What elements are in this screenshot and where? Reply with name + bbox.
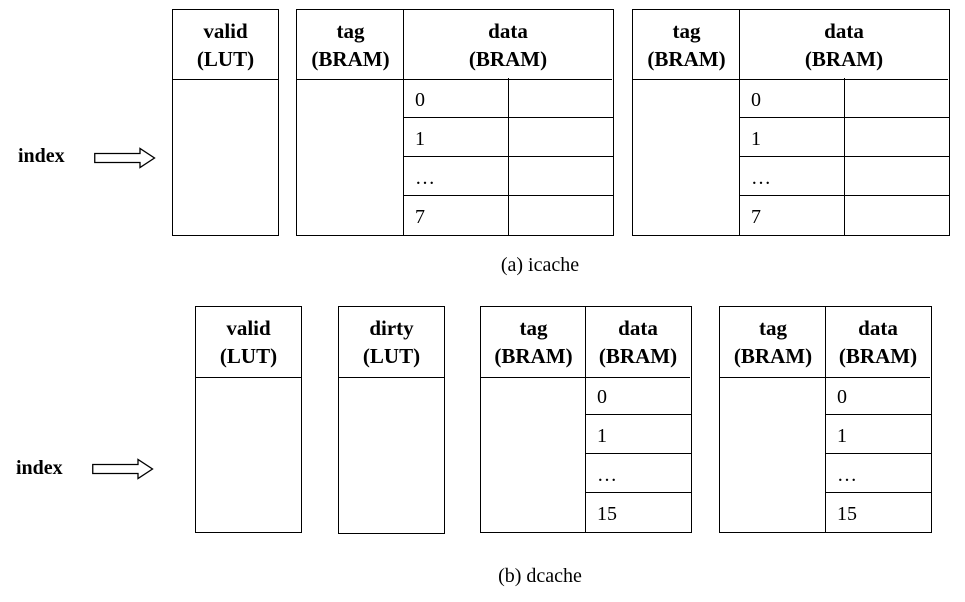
- icache-way-0-row-1: 1: [415, 128, 425, 150]
- icache-way-0-row-ellipsis: …: [415, 167, 435, 189]
- dcache-dirty-type: (LUT): [362, 344, 421, 368]
- icache-way-0-data-header: data (BRAM): [404, 10, 612, 80]
- icache-way-0-row-0: 0: [415, 89, 425, 111]
- icache-way-0-row-last: 7: [415, 206, 425, 228]
- dcache-way-1: tag (BRAM) data (BRAM) 0 1 … 15: [719, 306, 932, 533]
- dcache-index-label: index: [16, 457, 63, 479]
- dcache-way-1-tag-header: tag (BRAM): [720, 307, 826, 378]
- icache-way-1-tag-header: tag (BRAM): [633, 10, 740, 80]
- icache-index-label: index: [18, 145, 65, 167]
- dcache-valid-array: valid (LUT): [195, 306, 302, 533]
- dcache-way-1-row-1: 1: [837, 425, 847, 447]
- icache-way-0-tag-header: tag (BRAM): [297, 10, 404, 80]
- dcache-way-0-row-ellipsis: …: [597, 464, 617, 486]
- icache-way-1-tag-title: tag: [672, 18, 701, 43]
- dcache-way-0-tag-header: tag (BRAM): [481, 307, 586, 378]
- dcache-way-0-data-type: (BRAM): [598, 344, 678, 368]
- dcache-dirty-array: dirty (LUT): [338, 306, 445, 534]
- icache-valid-array: valid (LUT): [172, 9, 279, 236]
- icache-way-1-tag-type: (BRAM): [647, 46, 726, 71]
- dcache-way-1-data-type: (BRAM): [838, 344, 918, 368]
- icache-way-1-row-1: 1: [751, 128, 761, 150]
- dcache-way-0: tag (BRAM) data (BRAM) 0 1 … 15: [480, 306, 692, 533]
- dcache-way-0-row-last: 15: [597, 503, 617, 525]
- dcache-way-1-data-title: data: [858, 316, 898, 340]
- icache-way-1-row-ellipsis: …: [751, 167, 771, 189]
- icache-way-1-data-header: data (BRAM): [740, 10, 948, 80]
- dcache-way-0-tag-title: tag: [519, 316, 548, 340]
- dcache-way-0-tag-type: (BRAM): [494, 344, 573, 368]
- dcache-way-1-row-ellipsis: …: [837, 464, 857, 486]
- dcache-valid-title: valid: [226, 316, 271, 340]
- dcache-way-1-tag-type: (BRAM): [733, 344, 813, 368]
- dcache-way-0-row-1: 1: [597, 425, 607, 447]
- dcache-dirty-title: dirty: [369, 316, 414, 340]
- dcache-dirty-header: dirty (LUT): [339, 307, 444, 378]
- dcache-valid-type: (LUT): [219, 344, 278, 368]
- icache-valid-header: valid (LUT): [173, 10, 278, 80]
- dcache-index-arrow-icon: [92, 458, 154, 480]
- dcache-way-1-row-last: 15: [837, 503, 857, 525]
- dcache-way-1-row-0: 0: [837, 386, 847, 408]
- dcache-valid-header: valid (LUT): [196, 307, 301, 378]
- icache-valid-title: valid: [203, 18, 248, 43]
- icache-way-1-data-type: (BRAM): [804, 46, 884, 71]
- dcache-caption: (b) dcache: [498, 565, 582, 587]
- icache-caption: (a) icache: [500, 254, 580, 276]
- icache-index-arrow-icon: [94, 147, 156, 169]
- icache-way-1-row-0: 0: [751, 89, 761, 111]
- icache-valid-type: (LUT): [196, 46, 255, 71]
- icache-way-0-tag-title: tag: [336, 18, 365, 43]
- icache-way-1-row-last: 7: [751, 206, 761, 228]
- icache-way-0-data-title: data: [488, 18, 528, 43]
- icache-way-1: tag (BRAM) data (BRAM) 0 1 … 7: [632, 9, 950, 236]
- icache-way-0-data-type: (BRAM): [468, 46, 548, 71]
- icache-way-0: tag (BRAM) data (BRAM) 0 1 … 7: [296, 9, 614, 236]
- dcache-way-0-data-title: data: [618, 316, 658, 340]
- icache-way-0-tag-type: (BRAM): [311, 46, 390, 71]
- dcache-way-0-row-0: 0: [597, 386, 607, 408]
- dcache-way-0-data-header: data (BRAM): [586, 307, 690, 378]
- dcache-way-1-tag-title: tag: [759, 316, 787, 340]
- icache-way-1-data-title: data: [824, 18, 864, 43]
- dcache-way-1-data-header: data (BRAM): [826, 307, 930, 378]
